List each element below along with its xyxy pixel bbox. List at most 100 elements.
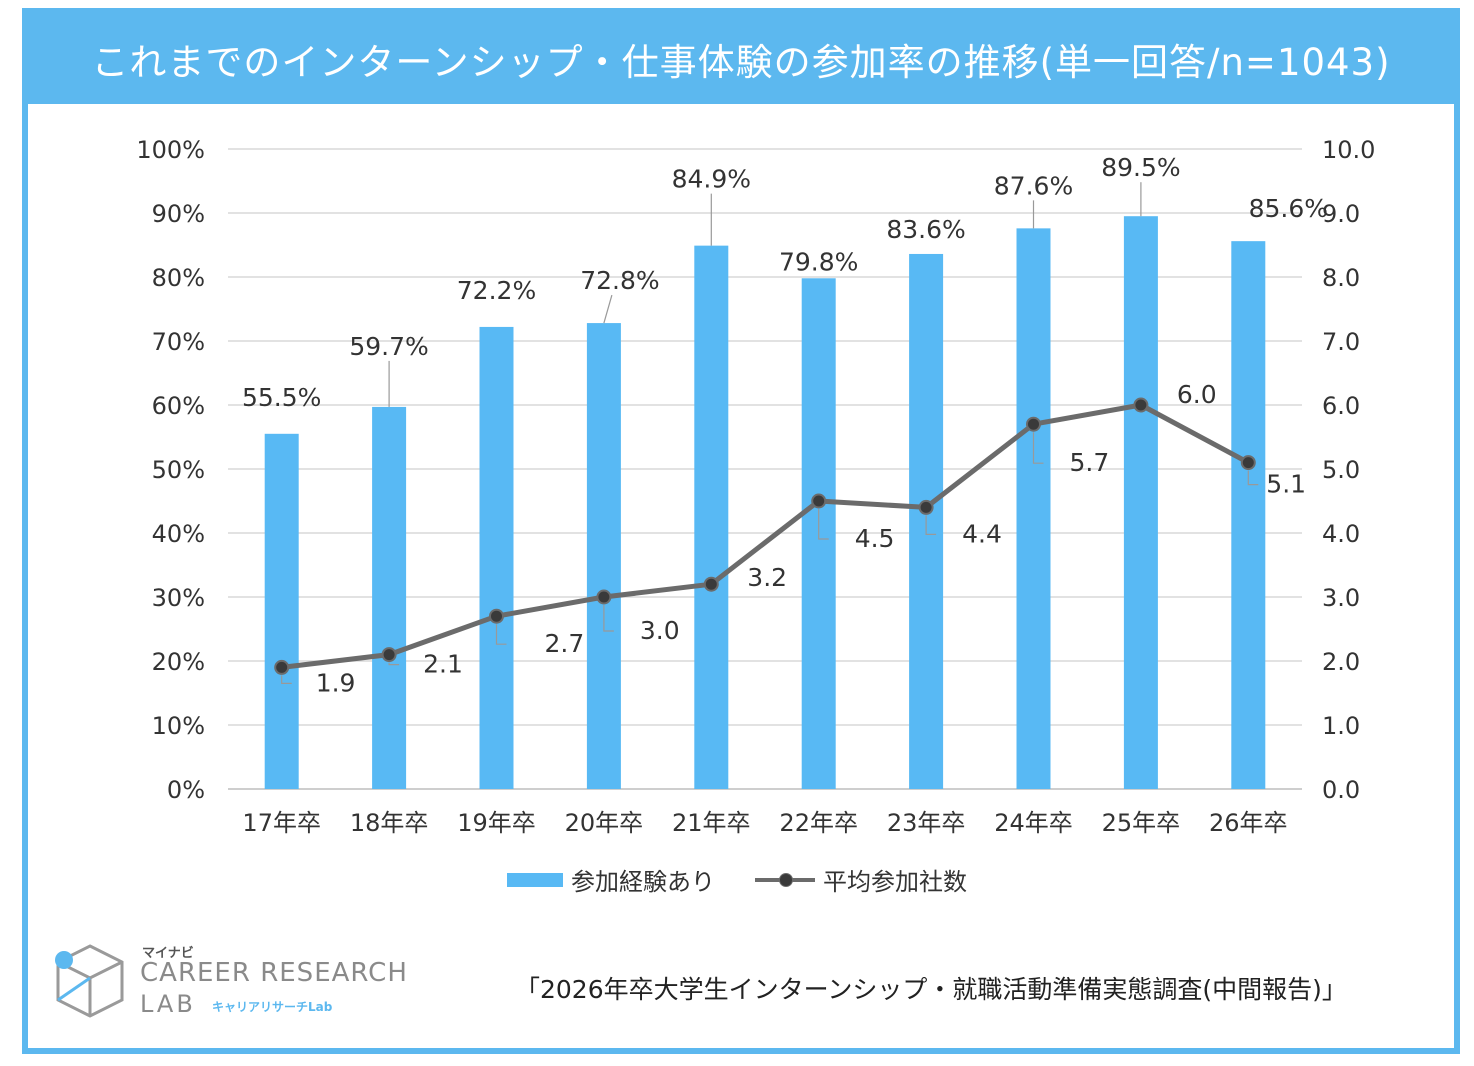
y-right-tick-label: 6.0	[1322, 392, 1360, 420]
legend-line-swatch	[755, 872, 815, 887]
y-left-tick-label: 80%	[152, 264, 205, 292]
bar	[1016, 228, 1051, 790]
legend-bar-label: 参加経験あり	[571, 868, 715, 896]
bar	[372, 406, 407, 789]
career-research-lab-logo: マイナビ CAREER RESEARCH LAB キャリアリサーチLab	[50, 940, 410, 1020]
bar-data-label: 89.5%	[1101, 153, 1180, 182]
y-left-tick-label: 0%	[167, 776, 205, 804]
line-data-label: 2.1	[423, 650, 463, 679]
axis-labels: 0% 0.0 10% 1.0 20% 2.0 30% 3.0 40% 4.0 50% 5.0 60% 6.…	[136, 136, 1375, 837]
line-point	[918, 499, 934, 515]
line-point	[1133, 397, 1149, 413]
chart-title: これまでのインターンシップ・仕事体験の参加率の推移(単一回答/n=1043)	[91, 41, 1391, 84]
bar-data-label: 72.8%	[580, 266, 659, 295]
bar-data-label: 85.6%	[1249, 194, 1328, 223]
bar-data-label: 72.2%	[457, 276, 536, 305]
logo-line1: CAREER RESEARCH	[140, 958, 408, 988]
line-point	[1026, 416, 1041, 432]
x-tick-label: 25年卒	[1102, 809, 1181, 837]
x-tick-label: 18年卒	[350, 809, 429, 837]
bar	[479, 326, 514, 789]
y-right-tick-label: 4.0	[1322, 520, 1360, 548]
bar	[1123, 216, 1158, 789]
line-leader-line	[1032, 432, 1044, 464]
leader-lines	[281, 182, 1259, 685]
line-series	[274, 397, 1256, 675]
legend-item-line: 平均参加社数	[755, 862, 967, 897]
legend-item-bar: 参加経験あり	[507, 862, 715, 897]
line-leader-line	[495, 624, 507, 645]
gridlines	[228, 148, 1302, 790]
bar	[1231, 241, 1266, 789]
legend-line-label: 平均参加社数	[823, 868, 967, 896]
y-right-tick-label: 0.0	[1322, 776, 1360, 804]
bar-leader-line	[603, 294, 613, 324]
line-data-label: 4.5	[855, 524, 895, 553]
bar-data-label: 59.7%	[349, 332, 428, 361]
chart-frame: これまでのインターンシップ・仕事体験の参加率の推移(単一回答/n=1043)	[22, 8, 1460, 1054]
line-path	[281, 402, 1250, 670]
line-data-label: 5.7	[1070, 448, 1110, 477]
line-data-label: 6.0	[1177, 380, 1217, 409]
bar-data-label: 84.9%	[672, 165, 751, 194]
line-point	[596, 589, 612, 605]
y-left-tick-label: 90%	[152, 200, 205, 228]
x-tick-label: 24年卒	[994, 809, 1073, 837]
y-left-tick-label: 10%	[152, 712, 205, 740]
line-point	[489, 608, 504, 624]
logo-brand: マイナビ	[142, 946, 194, 961]
bar-data-label: 55.5%	[242, 383, 321, 412]
line-point	[1240, 455, 1256, 471]
legend: 参加経験あり 平均参加社数	[0, 862, 1474, 897]
y-right-tick-label: 9.0	[1322, 200, 1360, 228]
x-tick-label: 19年卒	[457, 809, 536, 837]
line-leader-line	[603, 605, 614, 632]
logo-line2: LAB	[140, 990, 196, 1018]
line-leader-line	[1247, 470, 1259, 486]
y-left-tick-label: 100%	[136, 136, 205, 164]
line-leader-line	[281, 675, 292, 685]
y-right-tick-label: 5.0	[1322, 456, 1360, 484]
x-tick-label: 26年卒	[1209, 809, 1288, 837]
y-right-tick-label: 1.0	[1322, 712, 1360, 740]
bar	[264, 433, 299, 789]
bar-data-label: 83.6%	[886, 215, 965, 244]
line-data-label: 4.4	[962, 519, 1002, 548]
line-point	[811, 493, 827, 509]
y-right-tick-label: 8.0	[1322, 264, 1360, 292]
y-left-tick-label: 20%	[152, 648, 205, 676]
logo-cube-icon	[55, 944, 124, 1018]
line-point	[703, 576, 719, 592]
line-point	[274, 659, 290, 675]
x-tick-label: 22年卒	[779, 809, 858, 837]
legend-bar-swatch	[507, 872, 563, 887]
bar-series	[264, 216, 1266, 790]
line-data-label: 2.7	[545, 629, 585, 658]
y-right-tick-label: 3.0	[1322, 584, 1360, 612]
y-right-tick-label: 10.0	[1322, 136, 1375, 164]
y-right-tick-label: 7.0	[1322, 328, 1360, 356]
x-tick-label: 17年卒	[242, 809, 321, 837]
y-left-tick-label: 30%	[152, 584, 205, 612]
line-leader-line	[388, 662, 400, 666]
line-leader-line	[818, 509, 829, 540]
line-point	[381, 647, 397, 663]
source-note: 「2026年卒大学生インターンシップ・就職活動準備実態調査(中間報告)」	[515, 975, 1347, 1004]
line-data-label: 1.9	[316, 668, 356, 697]
x-tick-label: 21年卒	[672, 809, 751, 837]
line-data-label: 3.0	[640, 616, 680, 645]
line-data-label: 3.2	[747, 563, 787, 592]
x-tick-label: 23年卒	[887, 809, 966, 837]
y-left-tick-label: 60%	[152, 392, 205, 420]
line-leader-line	[925, 515, 937, 536]
y-right-tick-label: 2.0	[1322, 648, 1360, 676]
y-left-tick-label: 40%	[152, 520, 205, 548]
y-left-tick-label: 70%	[152, 328, 205, 356]
x-tick-label: 20年卒	[565, 809, 644, 837]
line-data-label: 5.1	[1266, 470, 1306, 499]
bar	[586, 323, 621, 789]
data-labels: 55.5% 59.7% 72.2% 72.8% 84.9% 79.8% 83.6% 87.6%…	[242, 153, 1328, 697]
title-bar: これまでのインターンシップ・仕事体験の参加率の推移(単一回答/n=1043)	[28, 14, 1454, 104]
logo-line2-sub: キャリアリサーチLab	[212, 1000, 333, 1014]
